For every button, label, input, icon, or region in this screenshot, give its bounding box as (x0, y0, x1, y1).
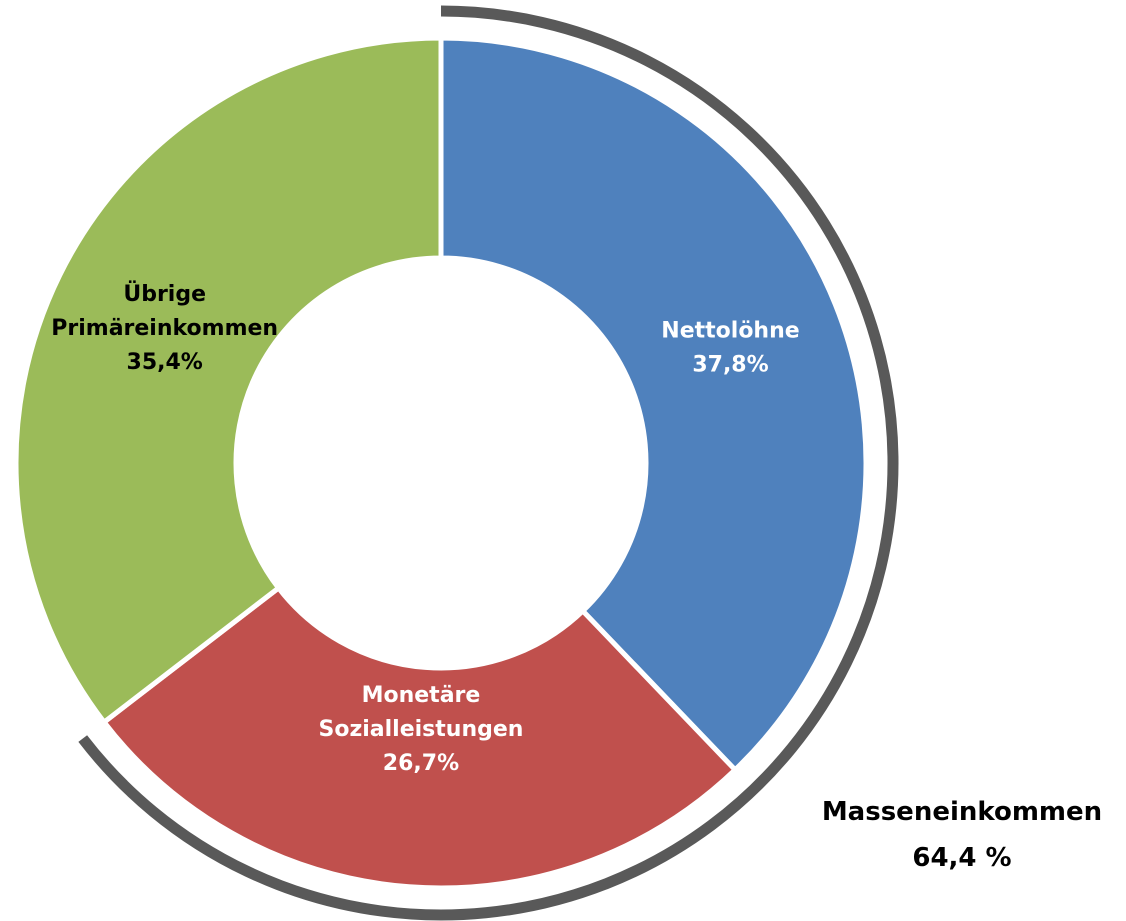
group-annotation-label: Masseneinkommen 64,4 % (822, 797, 1102, 873)
slices-layer (13, 35, 869, 891)
slice-labels-layer: Nettolöhne 37,8% Monetäre Sozialleistungen 2… (51, 281, 799, 776)
group-label-value: 64,4 % (912, 843, 1011, 873)
group-label-name: Masseneinkommen (822, 797, 1102, 827)
slice-label: Übrige Primäreinkommen 35,4% (51, 281, 278, 375)
donut-slice (100, 584, 739, 891)
donut-slice (13, 35, 444, 726)
donut-slice (438, 35, 869, 774)
group-bracket-arc (78, 5, 899, 921)
group-bracket-layer (78, 5, 899, 921)
slice-label: Nettolöhne 37,8% (661, 319, 799, 378)
slice-label: Monetäre Sozialleistungen 26,7% (318, 683, 523, 776)
